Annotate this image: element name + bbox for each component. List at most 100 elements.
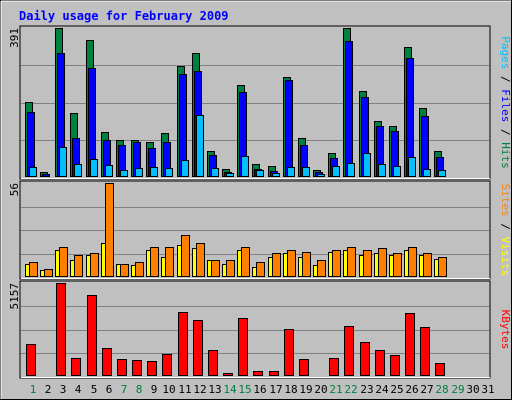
x-tick-day-20: 20	[314, 383, 327, 396]
bar-kbytes-day-3	[56, 283, 66, 376]
x-tick-day-26: 26	[405, 383, 418, 396]
bar-kbytes-day-27	[420, 327, 430, 376]
bar-kbytes-day-14	[223, 373, 233, 376]
bar-pages-day-21	[332, 166, 340, 177]
bar-sites-day-24	[378, 248, 387, 277]
x-tick-day-6: 6	[106, 383, 113, 396]
bar-kbytes-day-21	[329, 358, 339, 376]
x-tick-day-21: 21	[329, 383, 342, 396]
bar-pages-day-10	[165, 168, 173, 177]
x-tick-day-31: 31	[481, 383, 494, 396]
axis-label-visits-sites: Sites / Visits	[499, 184, 512, 277]
bar-sites-day-28	[438, 257, 447, 277]
x-tick-day-7: 7	[121, 383, 128, 396]
bar-sites-day-15	[241, 247, 250, 277]
axis-label-part: Sites	[499, 184, 512, 217]
x-tick-day-22: 22	[344, 383, 357, 396]
x-tick-day-15: 15	[238, 383, 251, 396]
bar-pages-day-8	[135, 168, 143, 177]
bar-kbytes-day-22	[344, 326, 354, 376]
bar-sites-day-7	[120, 264, 129, 277]
axis-label-hits-files-pages: Pages / Files / Hits	[499, 36, 512, 169]
bar-sites-day-21	[332, 250, 341, 277]
bar-sites-day-14	[226, 260, 235, 277]
bar-pages-day-15	[241, 156, 249, 177]
bar-pages-day-25	[393, 166, 401, 177]
axis-label-part: Visits	[499, 237, 512, 277]
axis-label-part: /	[499, 69, 512, 89]
bar-sites-day-5	[90, 253, 99, 277]
axis-label-part: Pages	[499, 36, 512, 69]
x-tick-day-5: 5	[91, 383, 98, 396]
bar-sites-day-4	[74, 255, 83, 277]
bar-files-day-18	[285, 80, 293, 177]
bar-kbytes-day-15	[238, 318, 248, 376]
bar-pages-day-26	[408, 157, 416, 177]
axis-label-part: /	[499, 122, 512, 142]
axis-label-part: Hits	[499, 142, 512, 169]
bar-pages-day-23	[363, 153, 371, 177]
bar-kbytes-day-4	[71, 358, 81, 376]
x-tick-day-23: 23	[360, 383, 373, 396]
bar-sites-day-18	[287, 250, 296, 277]
panel-kbytes: 5157 KBytes	[8, 280, 512, 379]
bar-kbytes-day-16	[253, 371, 263, 376]
bar-kbytes-day-1	[26, 344, 36, 376]
x-tick-day-14: 14	[223, 383, 237, 396]
bar-sites-day-16	[256, 262, 265, 277]
bar-sites-day-26	[408, 247, 417, 277]
bar-pages-day-11	[181, 160, 189, 177]
bar-kbytes-day-24	[375, 350, 385, 376]
bar-kbytes-day-19	[299, 359, 309, 376]
bar-sites-day-6	[105, 183, 114, 277]
bar-pages-day-7	[120, 170, 128, 177]
bar-pages-day-24	[378, 164, 386, 177]
bar-pages-day-12	[196, 115, 204, 177]
bar-sites-day-13	[211, 260, 220, 277]
bar-kbytes-day-28	[435, 363, 445, 376]
panel-visits-sites: 56 Sites / Visits	[8, 180, 512, 280]
x-tick-day-25: 25	[390, 383, 403, 396]
bar-kbytes-day-23	[360, 342, 370, 376]
bar-kbytes-day-13	[208, 350, 218, 376]
x-tick-day-9: 9	[151, 383, 158, 396]
bar-pages-day-20	[317, 174, 325, 177]
axis-label-kbytes: KBytes	[499, 310, 512, 350]
bar-sites-day-20	[317, 260, 326, 277]
x-tick-day-12: 12	[193, 383, 206, 396]
bar-sites-day-19	[302, 252, 311, 277]
bar-pages-day-3	[59, 147, 67, 177]
bar-sites-day-10	[165, 247, 174, 277]
bar-sites-day-2	[44, 269, 53, 277]
bar-pages-day-22	[347, 163, 355, 177]
y-max-label: 391	[8, 28, 21, 48]
x-tick-day-30: 30	[466, 383, 479, 396]
x-tick-day-27: 27	[420, 383, 433, 396]
bar-pages-day-19	[302, 167, 310, 177]
panel-hits-files-pages: 391 Pages / Files / Hits	[8, 25, 512, 180]
axis-label-part: /	[499, 217, 512, 237]
bar-sites-day-17	[272, 253, 281, 277]
bar-sites-day-23	[363, 250, 372, 277]
y-max-label: 5157	[8, 283, 21, 310]
bar-kbytes-day-17	[269, 371, 279, 376]
x-tick-day-4: 4	[75, 383, 82, 396]
bar-files-day-1	[27, 112, 35, 177]
bar-pages-day-6	[105, 165, 113, 177]
bar-sites-day-8	[135, 262, 144, 277]
axis-label-part: KBytes	[499, 310, 512, 350]
bar-kbytes-day-18	[284, 329, 294, 376]
bar-sites-day-12	[196, 243, 205, 277]
bar-pages-day-16	[256, 170, 264, 177]
bar-kbytes-day-7	[117, 359, 127, 376]
x-tick-day-2: 2	[45, 383, 52, 396]
bar-kbytes-day-26	[405, 313, 415, 376]
bar-pages-day-27	[423, 169, 431, 177]
x-tick-day-3: 3	[60, 383, 67, 396]
bar-files-day-27	[421, 116, 429, 177]
bar-kbytes-day-9	[147, 361, 157, 376]
bar-kbytes-day-10	[162, 354, 172, 376]
x-tick-day-1: 1	[30, 383, 37, 396]
x-tick-day-8: 8	[136, 383, 143, 396]
